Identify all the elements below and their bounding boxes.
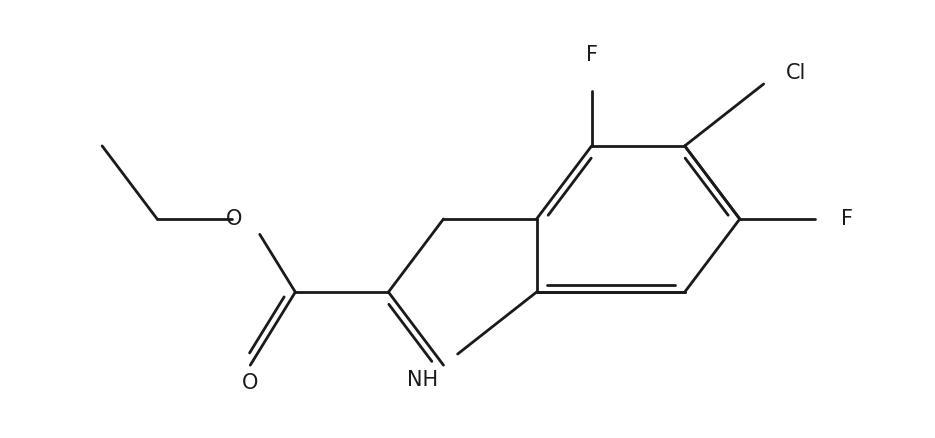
Text: NH: NH	[408, 370, 439, 390]
Text: O: O	[226, 209, 242, 229]
Text: O: O	[242, 373, 258, 393]
Text: F: F	[841, 209, 853, 229]
Text: F: F	[585, 45, 597, 65]
Text: Cl: Cl	[785, 63, 806, 83]
